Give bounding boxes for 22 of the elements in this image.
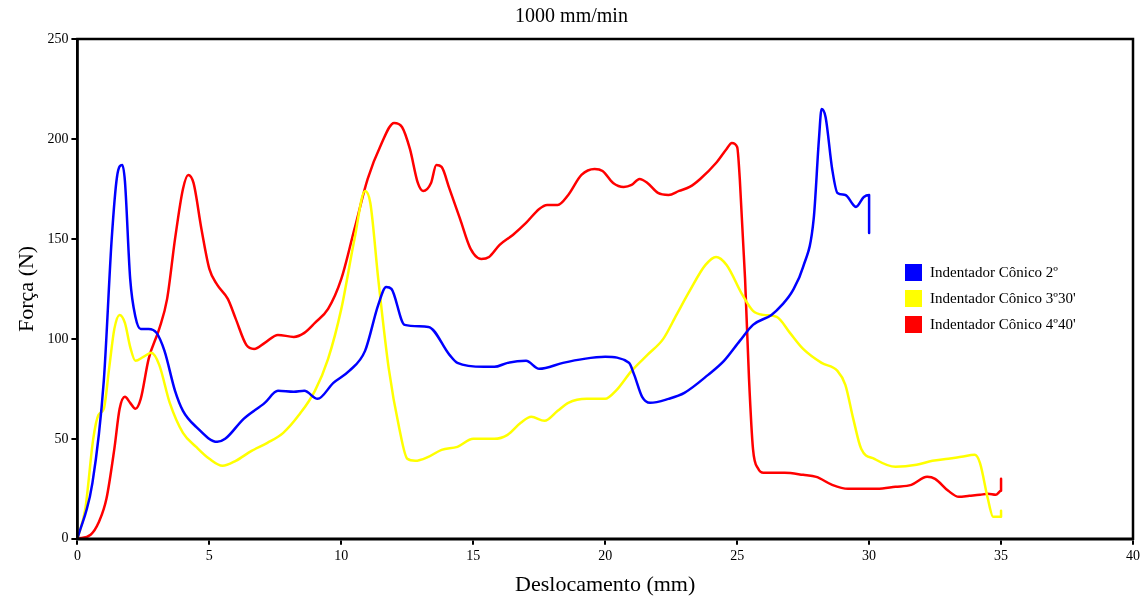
x-tick-label: 35 bbox=[994, 547, 1009, 563]
x-tick-label: 0 bbox=[73, 547, 81, 563]
x-tick-label: 20 bbox=[598, 547, 613, 563]
legend-label: Indentador Cônico 2º bbox=[930, 263, 1058, 281]
x-axis-title: Deslocamento (mm) bbox=[515, 570, 696, 596]
legend-label: Indentador Cônico 3º30' bbox=[930, 289, 1076, 307]
x-tick-label: 10 bbox=[334, 547, 349, 563]
y-tick-label: 150 bbox=[47, 230, 69, 246]
y-tick-label: 0 bbox=[61, 530, 69, 546]
x-tick-label: 30 bbox=[862, 547, 877, 563]
y-axis-title: Força (N) bbox=[12, 245, 38, 332]
x-tick-label: 40 bbox=[1126, 547, 1140, 563]
chart-title: 1000 mm/min bbox=[515, 4, 628, 27]
legend-label: Indentador Cônico 4º40' bbox=[930, 315, 1076, 333]
x-tick-label: 5 bbox=[205, 547, 213, 563]
y-tick-label: 100 bbox=[47, 330, 69, 346]
x-tick-label: 15 bbox=[466, 547, 481, 563]
x-tick-label: 25 bbox=[730, 547, 745, 563]
y-tick-label: 250 bbox=[47, 30, 69, 46]
y-tick-label: 200 bbox=[47, 130, 69, 146]
line-series bbox=[77, 107, 871, 539]
y-tick-label: 50 bbox=[54, 430, 69, 446]
